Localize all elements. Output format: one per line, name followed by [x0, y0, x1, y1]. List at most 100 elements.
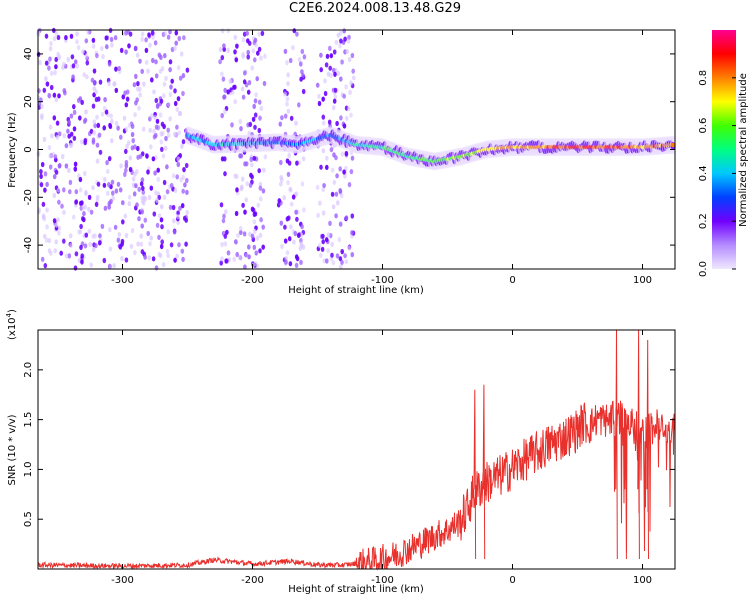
- spectrogram-noise-cell: [285, 101, 289, 107]
- spectrogram-noise-cell: [342, 123, 347, 129]
- spectrogram-noise-cell: [39, 169, 43, 175]
- spectrogram-noise-cell: [84, 38, 89, 44]
- spectrogram-noise-cell: [247, 244, 251, 250]
- spectrogram-noise-cell: [73, 265, 78, 271]
- spectrogram-noise-cell: [344, 115, 349, 121]
- spectrogram-noise-cell: [318, 200, 322, 206]
- spectrogram-noise-cell: [299, 61, 303, 67]
- snr-x-label: Height of straight line (km): [288, 584, 424, 595]
- spectrogram-noise-cell: [119, 163, 123, 169]
- spectrogram-noise-cell: [161, 262, 166, 268]
- spectrogram-noise-cell: [52, 36, 57, 42]
- spectrogram-noise-cell: [249, 156, 254, 162]
- spectrogram-noise-cell: [253, 211, 258, 217]
- spectrogram-noise-cell: [176, 96, 181, 102]
- spectrogram-noise-cell: [175, 106, 179, 112]
- spectrogram-noise-cell: [347, 105, 351, 112]
- spectrogram-noise-cell: [347, 245, 351, 251]
- spectrogram-noise-cell: [339, 115, 343, 121]
- snr-y-label: SNR (10 * v/v): [7, 414, 18, 485]
- spectrogram-noise-cell: [108, 263, 112, 269]
- spectrogram-noise-cell: [239, 126, 243, 132]
- spectrogram-noise-cell: [140, 223, 144, 229]
- spectrogram-noise-cell: [84, 189, 88, 195]
- spectrogram-noise-cell: [159, 243, 164, 250]
- snr-y-tick-label: 0.5: [23, 511, 34, 527]
- spectrogram-noise-cell: [161, 153, 166, 159]
- spectrogram-noise-cell: [89, 262, 93, 268]
- spectrogram-noise-cell: [96, 181, 101, 187]
- spectrogram-y-tick-label: -20: [23, 189, 34, 205]
- spectrogram-noise-cell: [114, 87, 119, 93]
- spectrogram-noise-cell: [248, 121, 253, 127]
- spectrogram-noise-cell: [181, 73, 186, 79]
- spectrogram-noise-cell: [153, 170, 157, 176]
- spectrogram-noise-cell: [133, 45, 138, 52]
- spectrogram-noise-cell: [291, 45, 295, 51]
- spectrogram-noise-cell: [235, 251, 239, 258]
- spectrogram-noise-cell: [174, 40, 178, 46]
- spectrogram-noise-cell: [315, 184, 320, 190]
- spectrogram-noise-cell: [150, 113, 154, 119]
- spectrogram-noise-cell: [285, 250, 290, 256]
- spectrogram-noise-cell: [125, 96, 130, 102]
- spectrogram-noise-cell: [148, 241, 152, 247]
- spectrogram-noise-cell: [67, 253, 72, 259]
- spectrogram-noise-cell: [52, 115, 57, 121]
- spectrogram-noise-cell: [149, 185, 154, 191]
- spectrogram-noise-cell: [157, 213, 162, 219]
- spectrogram-noise-cell: [159, 131, 164, 137]
- spectrogram-noise-cell: [47, 248, 52, 254]
- spectrogram-noise-cell: [127, 194, 132, 200]
- spectrogram-noise-cell: [143, 254, 147, 260]
- spectrogram-noise-cell: [141, 200, 146, 206]
- spectrogram-noise-cell: [48, 124, 53, 130]
- spectrogram-noise-cell: [121, 94, 126, 100]
- spectrogram-noise-cell: [81, 216, 85, 222]
- spectrogram-noise-cell: [253, 124, 257, 130]
- spectrogram-noise-cell: [47, 92, 51, 99]
- spectrogram-noise-cell: [132, 82, 137, 88]
- spectrogram-noise-cell: [173, 88, 177, 94]
- spectrogram-noise-cell: [133, 171, 137, 177]
- spectrogram-noise-cell: [155, 222, 160, 228]
- spectrogram-noise-cell: [121, 219, 125, 225]
- spectrogram-noise-cell: [48, 164, 53, 170]
- spectrogram-noise-cell: [39, 173, 43, 179]
- spectrogram-noise-cell: [223, 241, 228, 247]
- spectrogram-noise-cell: [116, 125, 120, 131]
- spectrogram-noise-cell: [315, 82, 320, 88]
- spectrogram-noise-cell: [235, 43, 239, 49]
- spectrogram-noise-cell: [300, 181, 305, 187]
- spectrogram-noise-cell: [68, 233, 73, 239]
- spectrogram-noise-cell: [289, 224, 293, 230]
- spectrogram-noise-cell: [321, 239, 326, 245]
- spectrogram-noise-cell: [175, 124, 179, 130]
- spectrogram-noise-cell: [178, 75, 183, 81]
- spectrogram-noise-cell: [66, 128, 70, 134]
- spectrogram-noise-cell: [289, 115, 294, 121]
- spectrogram-noise-cell: [321, 114, 326, 120]
- spectrogram-noise-cell: [84, 232, 89, 238]
- spectrogram-noise-cell: [40, 115, 44, 121]
- spectrogram-noise-cell: [92, 119, 97, 125]
- spectrogram-noise-cell: [331, 67, 336, 73]
- spectrogram-x-label: Height of straight line (km): [288, 285, 424, 296]
- spectrogram-noise-cell: [330, 167, 335, 173]
- spectrogram-noise-cell: [325, 164, 329, 170]
- spectrogram-noise-cell: [154, 97, 159, 104]
- spectrogram-noise-cell: [183, 182, 187, 188]
- spectrogram-noise-cell: [150, 77, 154, 83]
- spectrogram-noise-cell: [159, 54, 163, 61]
- spectrogram-noise-cell: [103, 205, 108, 211]
- spectrogram-noise-cell: [60, 203, 64, 209]
- spectrogram-noise-cell: [247, 130, 252, 136]
- snr-scale-prefix: (x10: [7, 317, 18, 340]
- snr-y-tick-label: 1.0: [23, 461, 34, 477]
- spectrogram-noise-cell: [317, 93, 321, 99]
- spectrogram-noise-cell: [89, 209, 94, 215]
- spectrogram-noise-cell: [321, 120, 326, 126]
- spectrogram-noise-cell: [101, 53, 105, 60]
- spectrogram-noise-cell: [234, 210, 239, 217]
- spectrogram-noise-cell: [235, 187, 239, 193]
